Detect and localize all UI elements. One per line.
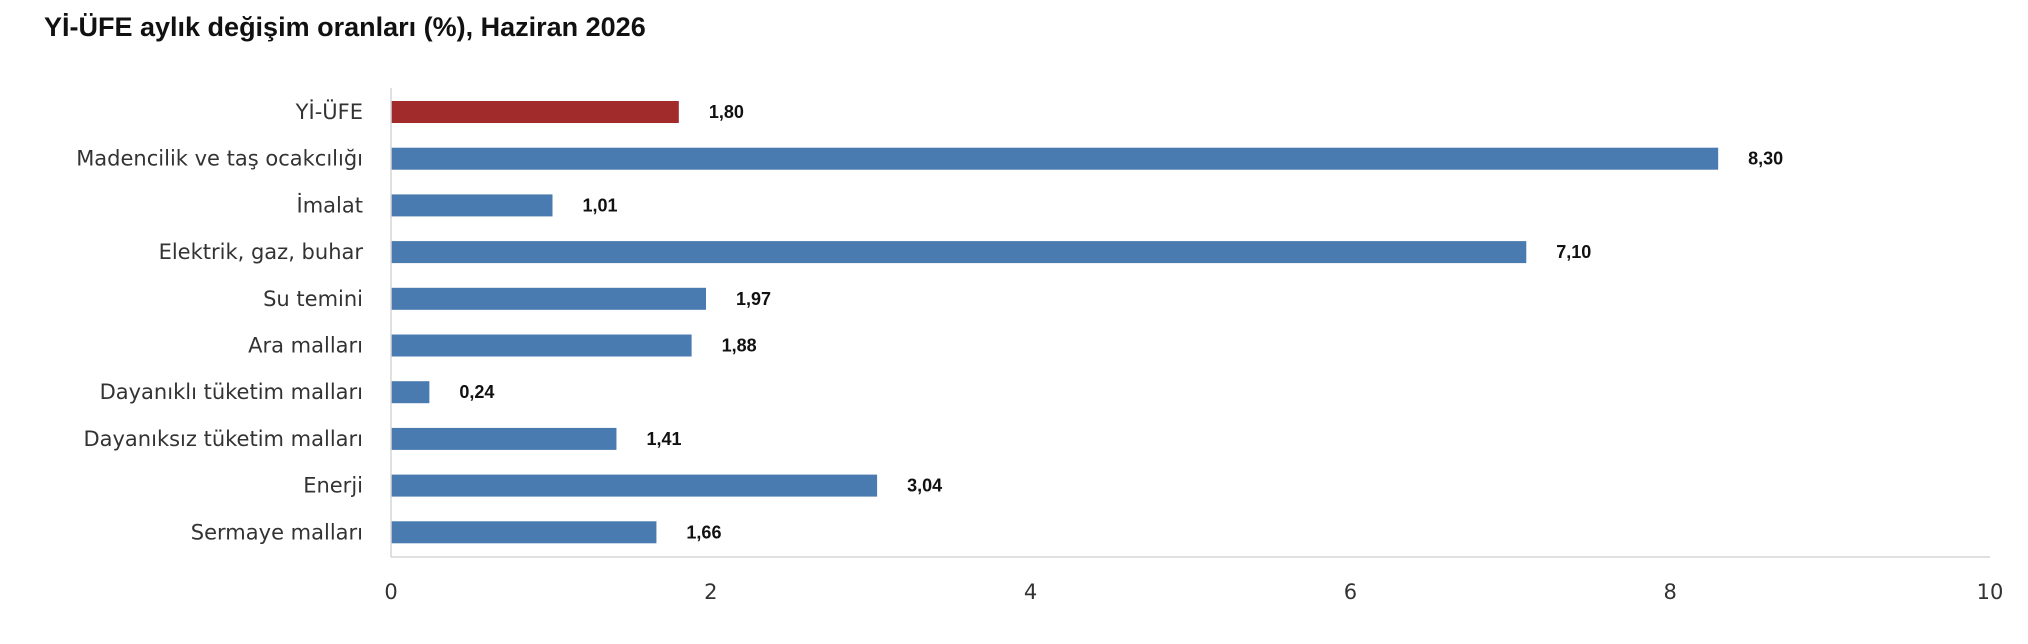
x-axis: 0 2 4 6 8 10 — [384, 88, 2003, 604]
value-label: 1,80 — [709, 102, 744, 122]
value-label: 1,41 — [646, 429, 681, 449]
bar — [391, 241, 1527, 264]
x-tick-label: 8 — [1664, 580, 1677, 604]
x-tick-label: 4 — [1024, 580, 1037, 604]
bar — [391, 147, 1719, 170]
x-tick-label: 10 — [1977, 580, 2004, 604]
value-label: 1,97 — [736, 289, 771, 309]
x-tick-label: 6 — [1344, 580, 1357, 604]
category-label: İmalat — [297, 192, 363, 217]
bar — [391, 381, 430, 404]
category-label: Enerji — [303, 474, 363, 498]
category-label: Elektrik, gaz, buhar — [159, 240, 364, 264]
bar — [391, 194, 553, 217]
bar — [391, 474, 878, 497]
value-label: 1,01 — [582, 195, 617, 215]
value-label: 1,88 — [722, 336, 757, 356]
category-label: Sermaye malları — [191, 520, 363, 544]
category-label: Yİ-ÜFE — [295, 99, 363, 124]
category-label: Madencilik ve taş ocakcılığı — [76, 147, 363, 171]
value-label: 8,30 — [1748, 149, 1783, 169]
bar — [391, 521, 657, 544]
category-label: Su temini — [263, 287, 363, 311]
bar — [391, 101, 679, 123]
bars-group: Yİ-ÜFE 1,80 Madencilik ve taş ocakcılığı 8,… — [76, 99, 1783, 544]
value-label: 1,66 — [686, 522, 721, 542]
bar — [391, 427, 617, 450]
x-tick-label: 0 — [384, 580, 397, 604]
value-label: 3,04 — [907, 476, 942, 496]
bar — [391, 287, 707, 310]
chart-title: Yİ-ÜFE aylık değişim oranları (%), Hazir… — [44, 12, 646, 42]
category-label: Dayanıksız tüketim malları — [83, 427, 363, 451]
category-label: Dayanıklı tüketim malları — [100, 380, 363, 404]
category-label: Ara malları — [248, 334, 363, 358]
bar — [391, 334, 692, 357]
value-label: 7,10 — [1556, 242, 1591, 262]
x-tick-label: 2 — [704, 580, 717, 604]
value-label: 0,24 — [459, 382, 494, 402]
